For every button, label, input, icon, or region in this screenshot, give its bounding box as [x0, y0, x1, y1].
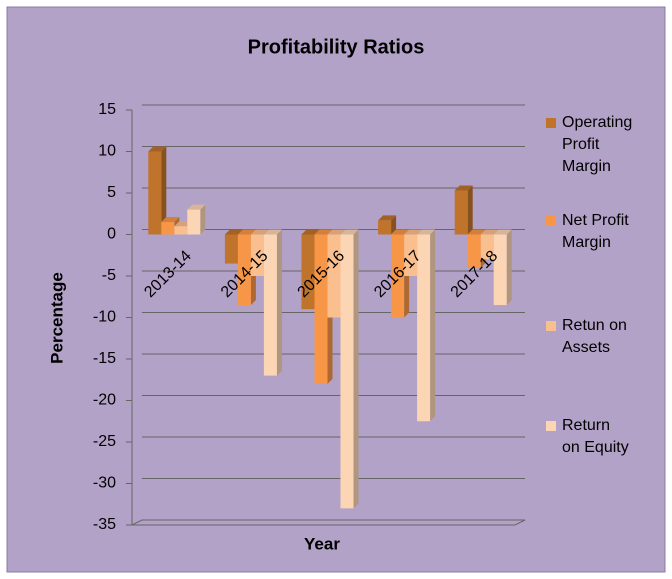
y-tick-label: 5 — [107, 184, 116, 201]
bar-top — [148, 146, 167, 152]
legend-label: Operating Profit Margin — [562, 114, 633, 175]
bar — [301, 234, 315, 310]
y-tick-label: -15 — [93, 350, 116, 367]
bar — [250, 234, 264, 276]
y-tick-label: -20 — [93, 392, 116, 409]
floor — [131, 519, 526, 526]
bar — [263, 234, 277, 376]
bar-top — [187, 204, 206, 210]
bar-side — [200, 204, 206, 235]
legend-label: Net Profit Margin — [562, 212, 629, 251]
bar-top — [391, 229, 410, 235]
bar-side — [430, 229, 436, 422]
bar — [327, 234, 341, 318]
bar-top — [454, 185, 473, 191]
bar-top — [237, 229, 256, 235]
bar — [480, 234, 494, 260]
bar — [161, 222, 175, 235]
bar-top — [467, 229, 486, 235]
bar-top — [314, 229, 333, 235]
y-tick-label: -10 — [93, 309, 116, 326]
bar — [454, 190, 468, 235]
legend-label: Retun on Assets — [562, 317, 627, 356]
y-tick-label: 15 — [98, 101, 116, 118]
y-axis-title: Percentage — [47, 272, 66, 364]
bar-top — [250, 229, 269, 235]
legend-swatch — [546, 321, 556, 331]
x-axis-title: Year — [304, 534, 340, 553]
bar — [187, 209, 201, 235]
bar — [314, 234, 328, 384]
bar-top — [480, 229, 499, 235]
bar-side — [276, 229, 282, 376]
y-tick-label: -5 — [102, 267, 116, 284]
y-tick-label: -30 — [93, 475, 116, 492]
bar-top — [493, 229, 512, 235]
bar-top — [224, 229, 243, 235]
bar — [467, 234, 481, 268]
legend-label: Return on Equity — [562, 417, 629, 456]
bar-top — [301, 229, 320, 235]
bar — [391, 234, 405, 318]
bar-top — [404, 229, 423, 235]
bar — [174, 226, 188, 235]
bar-side — [353, 229, 359, 509]
bar-top — [340, 229, 359, 235]
bar-top — [417, 229, 436, 235]
bar-side — [467, 185, 473, 235]
bar-top — [327, 229, 346, 235]
y-tick-label: -25 — [93, 433, 116, 450]
bar — [148, 151, 162, 235]
bar-top — [378, 215, 397, 221]
bar — [417, 234, 431, 422]
bar — [340, 234, 354, 509]
bar — [378, 220, 392, 235]
chart-title: Profitability Ratios — [248, 36, 425, 58]
bar-side — [161, 146, 167, 235]
bar — [404, 234, 418, 276]
bar — [237, 234, 251, 306]
legend-swatch — [546, 421, 556, 431]
bar-side — [391, 215, 397, 235]
bar-top — [161, 217, 180, 223]
legend-swatch — [546, 118, 556, 128]
bar-top — [263, 229, 282, 235]
bar — [493, 234, 507, 306]
y-tick-label: 10 — [98, 143, 116, 160]
bar — [224, 234, 238, 264]
y-tick-label: 0 — [107, 226, 116, 243]
bar-side — [506, 229, 512, 306]
y-tick-label: -35 — [93, 516, 116, 533]
legend-swatch — [546, 216, 556, 226]
